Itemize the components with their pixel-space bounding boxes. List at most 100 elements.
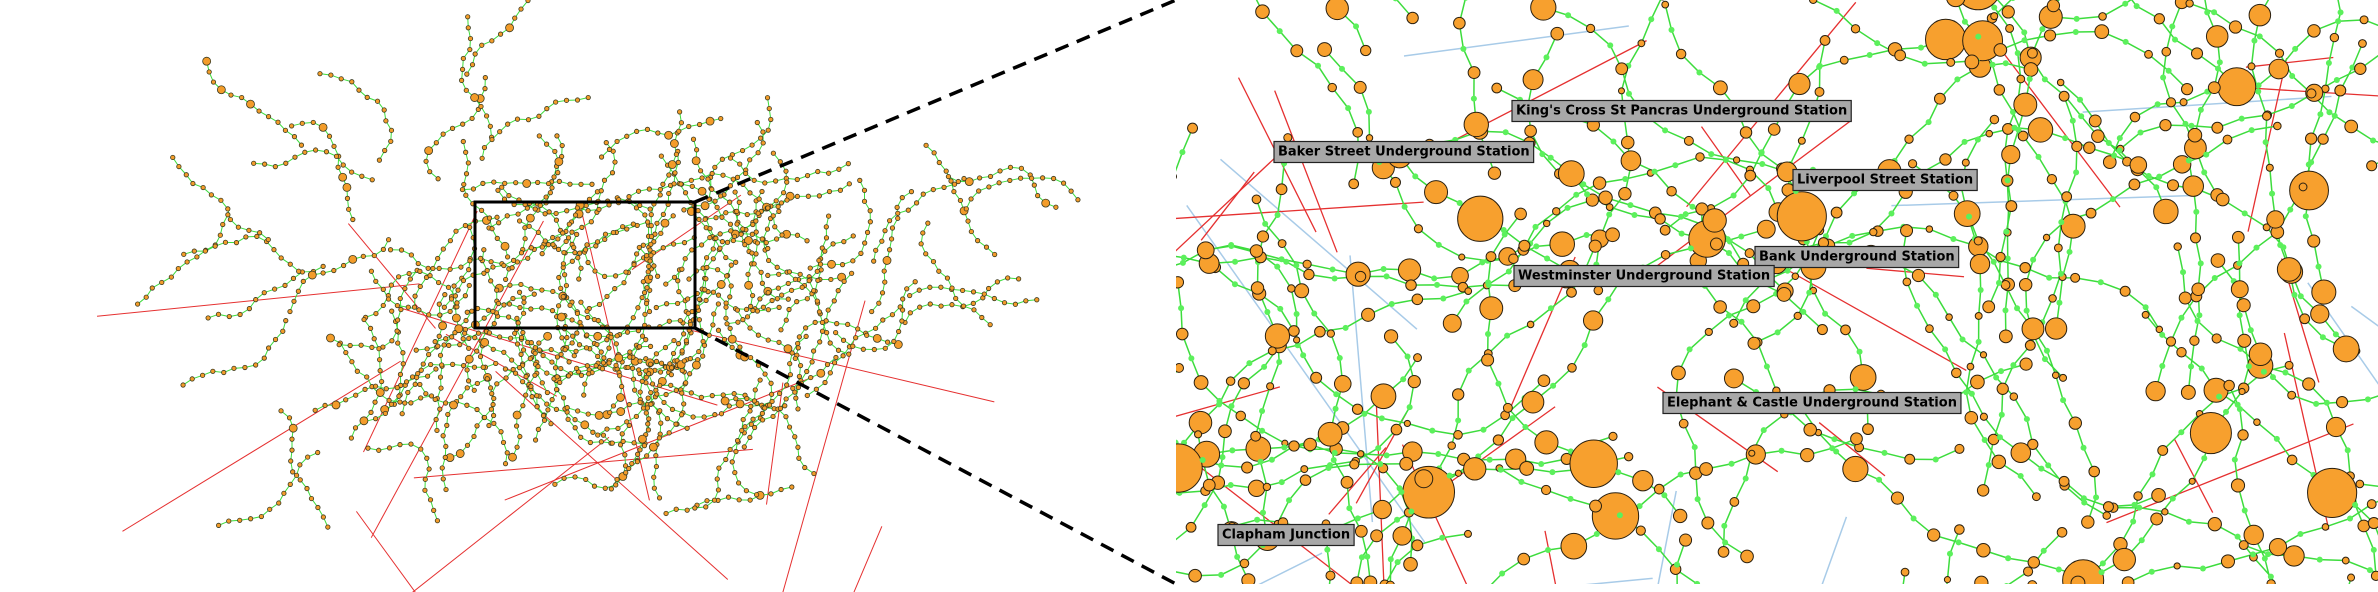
- stop: [2051, 371, 2060, 379]
- stop: [1146, 506, 1160, 520]
- stop: [1349, 459, 1360, 470]
- stop: [544, 370, 550, 376]
- stop: [367, 325, 374, 331]
- stop: [349, 79, 355, 85]
- stop: [494, 235, 500, 241]
- stop: [326, 333, 335, 343]
- stop: [488, 278, 494, 284]
- stop: [637, 202, 643, 209]
- stop: [653, 452, 659, 459]
- stop: [599, 366, 605, 372]
- link-dot: [1966, 213, 1973, 220]
- link-dot: [1532, 223, 1539, 230]
- link-dot: [1324, 546, 1331, 553]
- stop: [601, 355, 607, 361]
- stop: [1951, 367, 1962, 379]
- stop: [557, 312, 566, 322]
- stop: [765, 289, 771, 296]
- link-dot: [1219, 454, 1226, 461]
- stop: [749, 250, 755, 256]
- stop: [491, 321, 497, 327]
- stop: [2358, 39, 2367, 48]
- stop: [2248, 3, 2272, 27]
- stop: [1729, 318, 1739, 328]
- stop: [621, 280, 627, 286]
- stop: [1998, 329, 2013, 344]
- stop: [427, 273, 433, 279]
- stop: [504, 213, 510, 219]
- stop: [633, 413, 639, 420]
- stop: [715, 487, 722, 493]
- stop: [609, 170, 616, 176]
- link-dot: [1866, 51, 1873, 58]
- stop: [272, 164, 278, 170]
- stop: [718, 411, 725, 417]
- stop: [696, 348, 702, 355]
- stop: [462, 330, 468, 336]
- stop: [783, 414, 789, 420]
- route: [948, 166, 1057, 208]
- route: [280, 410, 329, 528]
- stop: [614, 138, 620, 145]
- link-dot: [2010, 362, 2017, 369]
- stop: [957, 197, 964, 204]
- link-dot: [2040, 547, 2047, 554]
- route: [694, 407, 766, 509]
- stop: [613, 362, 619, 368]
- stop: [815, 168, 821, 175]
- stop: [1383, 329, 1399, 344]
- stop: [2307, 234, 2321, 248]
- stop: [512, 410, 522, 420]
- stop: [1005, 275, 1011, 281]
- stop: [454, 324, 464, 334]
- stop: [986, 285, 992, 292]
- stop: [577, 250, 583, 256]
- stop: [970, 300, 976, 306]
- stop: [609, 440, 615, 446]
- stop: [707, 234, 713, 241]
- stop: [1566, 286, 1577, 298]
- stop: [572, 425, 578, 431]
- link-dot: [1440, 295, 1447, 302]
- stop: [768, 491, 774, 497]
- stop: [1991, 454, 2007, 470]
- rail-edge: [412, 436, 610, 592]
- stop: [960, 287, 966, 294]
- stop: [571, 244, 577, 251]
- stop: [1300, 465, 1309, 474]
- stop: [295, 288, 302, 294]
- stop: [1351, 403, 1364, 415]
- stop: [648, 252, 654, 258]
- stop: [1001, 300, 1008, 306]
- link-dot: [1721, 522, 1728, 529]
- stop: [2210, 253, 2226, 268]
- stop: [882, 345, 888, 351]
- stop: [228, 92, 234, 98]
- stop: [1302, 259, 1312, 269]
- stop: [1995, 251, 2006, 263]
- link-dot: [2234, 401, 2241, 408]
- stop: [333, 153, 340, 159]
- link-dot: [1567, 495, 1574, 502]
- stop: [689, 247, 695, 253]
- stop: [432, 396, 438, 403]
- stop: [1954, 524, 1965, 535]
- stop: [428, 361, 434, 368]
- stop: [1075, 197, 1081, 203]
- stop: [1620, 150, 1642, 172]
- stop: [639, 333, 646, 339]
- stop: [825, 213, 832, 219]
- stop: [643, 368, 649, 374]
- link-dot: [2253, 244, 2260, 251]
- stop: [804, 392, 810, 399]
- stop: [407, 276, 413, 282]
- stop: [380, 302, 386, 309]
- stop: [2238, 540, 2249, 551]
- stop: [395, 340, 401, 346]
- stop: [525, 0, 531, 4]
- link-dot: [1921, 60, 1928, 67]
- stop: [637, 389, 643, 395]
- stop: [574, 205, 580, 211]
- stop: [675, 300, 681, 307]
- stop: [220, 221, 226, 228]
